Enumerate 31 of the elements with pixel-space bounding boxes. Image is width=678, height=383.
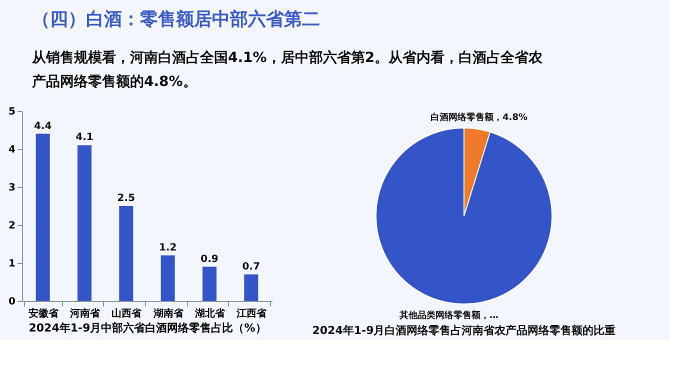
text: （四）白酒：零售额居中部六省第二	[32, 9, 320, 30]
bar	[244, 274, 258, 301]
data-label: 1.2	[158, 242, 177, 254]
data-label: 0.7	[242, 261, 260, 272]
data-label: 2.5	[117, 193, 136, 204]
x-tick-label: 安徽省	[28, 308, 60, 320]
data-label: 4.1	[76, 132, 94, 144]
x-tick-label: 山西省	[112, 308, 143, 320]
x-tick-label: 湖北省	[194, 308, 226, 320]
bar	[78, 145, 92, 301]
bar	[160, 255, 175, 301]
bar	[119, 206, 134, 301]
slice-label: 白酒网络零售额，4.8%	[430, 112, 528, 124]
bar	[36, 134, 50, 301]
x-tick-label: 河南省	[69, 308, 101, 320]
bar	[202, 266, 216, 301]
x-tick-label: 江西省	[236, 308, 268, 320]
y-tick-label: 3	[8, 182, 16, 194]
y-tick-label: 1	[8, 258, 16, 270]
data-label: 0.9	[200, 254, 218, 265]
y-tick-label: 0	[8, 296, 16, 308]
text: 2024年1-9月白酒网络零售占河南省农产品网络零售额的比重	[312, 324, 616, 337]
text: 从销售规模看，河南白酒占全国4.1%，居中部六省第2。从省内看，白酒占全省农产品网络零售额的4.8%。	[31, 49, 544, 90]
y-tick-label: 4	[8, 144, 16, 156]
data-label: 4.4	[34, 120, 52, 132]
slice-label: 其他品类网络零售额，…	[398, 310, 498, 321]
x-tick-label: 湖南省	[152, 308, 184, 320]
x-axis-title: 2024年1-9月中部六省白酒网络零售占比（%）	[28, 322, 266, 334]
y-tick-label: 2	[8, 220, 16, 232]
pie-slice	[376, 128, 552, 304]
y-tick-label: 5	[8, 106, 16, 118]
